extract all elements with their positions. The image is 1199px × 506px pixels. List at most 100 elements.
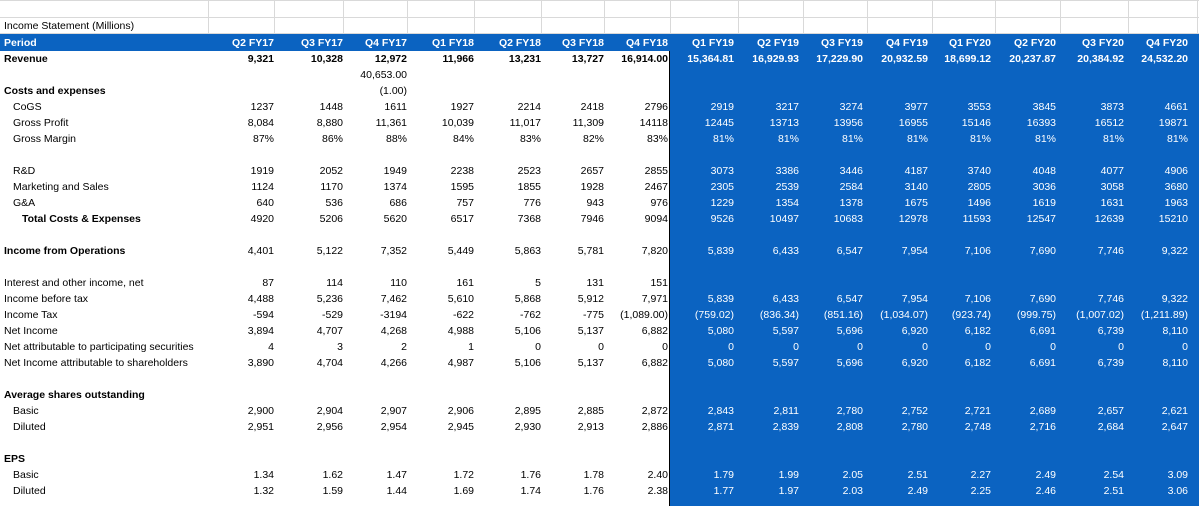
value-cell[interactable]: 81% bbox=[1034, 133, 1056, 145]
value-cell[interactable]: 10,039 bbox=[441, 117, 474, 129]
value-cell[interactable]: 4,707 bbox=[316, 325, 343, 337]
value-cell[interactable]: 9,321 bbox=[247, 53, 274, 65]
value-cell[interactable]: 1.44 bbox=[386, 485, 407, 497]
value-cell[interactable]: 4,266 bbox=[380, 357, 407, 369]
value-cell[interactable]: 2,886 bbox=[641, 421, 668, 433]
value-cell[interactable]: 2.25 bbox=[970, 485, 991, 497]
value-cell[interactable]: 2,895 bbox=[514, 405, 541, 417]
period-header[interactable]: Q2 FY20 bbox=[1013, 37, 1056, 49]
period-header[interactable]: Q1 FY19 bbox=[691, 37, 734, 49]
value-cell[interactable]: 2805 bbox=[967, 181, 991, 193]
value-cell[interactable]: 24,532.20 bbox=[1141, 53, 1188, 65]
value-cell[interactable]: 5,080 bbox=[707, 325, 734, 337]
value-cell[interactable]: 3446 bbox=[839, 165, 863, 177]
value-cell[interactable]: -594 bbox=[252, 309, 274, 321]
value-cell[interactable]: 40,653.00 bbox=[360, 69, 407, 81]
value-cell[interactable]: 2,647 bbox=[1161, 421, 1188, 433]
row-label[interactable]: Net Income attributable to shareholders bbox=[4, 357, 188, 369]
value-cell[interactable]: 15,364.81 bbox=[687, 53, 734, 65]
value-cell[interactable]: 1374 bbox=[383, 181, 407, 193]
period-header[interactable]: Q4 FY17 bbox=[364, 37, 407, 49]
value-cell[interactable]: 2238 bbox=[450, 165, 474, 177]
value-cell[interactable]: 11,361 bbox=[375, 117, 407, 129]
value-cell[interactable]: (1.00) bbox=[379, 85, 407, 97]
row-label[interactable]: Net Income bbox=[4, 325, 58, 337]
value-cell[interactable]: 2,721 bbox=[964, 405, 991, 417]
value-cell[interactable]: 3845 bbox=[1032, 101, 1056, 113]
value-cell[interactable]: 81% bbox=[712, 133, 734, 145]
value-cell[interactable]: 1949 bbox=[383, 165, 407, 177]
value-cell[interactable]: 13956 bbox=[833, 117, 863, 129]
value-cell[interactable]: 0 bbox=[857, 341, 863, 353]
value-cell[interactable]: 1.76 bbox=[583, 485, 604, 497]
row-label[interactable]: Net attributable to participating securi… bbox=[4, 341, 194, 353]
value-cell[interactable]: 6,691 bbox=[1029, 325, 1056, 337]
value-cell[interactable]: 7,690 bbox=[1029, 245, 1056, 257]
value-cell[interactable]: 2,657 bbox=[1097, 405, 1124, 417]
value-cell[interactable]: 7368 bbox=[517, 213, 541, 225]
value-cell[interactable]: 1.62 bbox=[322, 469, 343, 481]
row-label[interactable]: G&A bbox=[13, 197, 36, 209]
row-label[interactable]: Income before tax bbox=[4, 293, 89, 305]
value-cell[interactable]: 2523 bbox=[517, 165, 541, 177]
value-cell[interactable]: 2,900 bbox=[247, 405, 274, 417]
value-cell[interactable]: 1.72 bbox=[453, 469, 474, 481]
value-cell[interactable]: 5,080 bbox=[707, 357, 734, 369]
value-cell[interactable]: 3873 bbox=[1100, 101, 1124, 113]
value-cell[interactable]: 2052 bbox=[319, 165, 343, 177]
value-cell[interactable]: 19871 bbox=[1158, 117, 1188, 129]
value-cell[interactable]: (851.16) bbox=[823, 309, 863, 321]
value-cell[interactable]: 7,106 bbox=[964, 293, 991, 305]
value-cell[interactable]: 2.46 bbox=[1035, 485, 1056, 497]
row-label[interactable]: Total Costs & Expenses bbox=[22, 213, 141, 225]
value-cell[interactable]: 2,780 bbox=[836, 405, 863, 417]
value-cell[interactable]: 6,433 bbox=[772, 245, 799, 257]
value-cell[interactable]: 7,954 bbox=[901, 245, 928, 257]
value-cell[interactable]: 12,972 bbox=[374, 53, 407, 65]
value-cell[interactable]: 2467 bbox=[644, 181, 668, 193]
value-cell[interactable]: 6,182 bbox=[964, 357, 991, 369]
value-cell[interactable]: 114 bbox=[326, 277, 343, 289]
value-cell[interactable]: 2,930 bbox=[514, 421, 541, 433]
value-cell[interactable]: 8,110 bbox=[1162, 325, 1189, 337]
row-label[interactable]: Income from Operations bbox=[4, 245, 126, 257]
value-cell[interactable]: 2418 bbox=[580, 101, 604, 113]
period-header[interactable]: Q1 FY20 bbox=[948, 37, 991, 49]
value-cell[interactable]: 81% bbox=[777, 133, 799, 145]
value-cell[interactable]: 2,954 bbox=[380, 421, 407, 433]
value-cell[interactable]: 2,906 bbox=[447, 405, 474, 417]
value-cell[interactable]: 2.38 bbox=[647, 485, 668, 497]
value-cell[interactable]: 0 bbox=[985, 341, 991, 353]
value-cell[interactable]: 1919 bbox=[250, 165, 274, 177]
value-cell[interactable]: 757 bbox=[456, 197, 474, 209]
value-cell[interactable]: 2796 bbox=[644, 101, 668, 113]
row-label[interactable]: R&D bbox=[13, 165, 36, 177]
value-cell[interactable]: 1.69 bbox=[453, 485, 474, 497]
value-cell[interactable]: 1.59 bbox=[322, 485, 343, 497]
value-cell[interactable]: 12639 bbox=[1094, 213, 1124, 225]
value-cell[interactable]: 81% bbox=[841, 133, 863, 145]
row-label[interactable]: Diluted bbox=[13, 421, 46, 433]
value-cell[interactable]: 3.06 bbox=[1167, 485, 1188, 497]
value-cell[interactable]: 943 bbox=[586, 197, 604, 209]
value-cell[interactable]: 2584 bbox=[839, 181, 863, 193]
period-header[interactable]: Q2 FY18 bbox=[498, 37, 541, 49]
value-cell[interactable]: 1496 bbox=[967, 197, 991, 209]
row-label[interactable]: Basic bbox=[13, 405, 39, 417]
value-cell[interactable]: 2,808 bbox=[836, 421, 863, 433]
value-cell[interactable]: 6,882 bbox=[641, 357, 668, 369]
value-cell[interactable]: 7,954 bbox=[901, 293, 928, 305]
value-cell[interactable]: 20,932.59 bbox=[881, 53, 928, 65]
value-cell[interactable]: (923.74) bbox=[951, 309, 991, 321]
value-cell[interactable]: 1675 bbox=[904, 197, 928, 209]
value-cell[interactable]: 2,872 bbox=[641, 405, 668, 417]
value-cell[interactable]: 4,401 bbox=[247, 245, 274, 257]
value-cell[interactable]: 4,704 bbox=[316, 357, 343, 369]
value-cell[interactable]: 1237 bbox=[250, 101, 274, 113]
value-cell[interactable]: 16955 bbox=[898, 117, 928, 129]
value-cell[interactable]: (999.75) bbox=[1016, 309, 1056, 321]
value-cell[interactable]: 1927 bbox=[450, 101, 474, 113]
period-header[interactable]: Q2 FY17 bbox=[231, 37, 274, 49]
value-cell[interactable]: 0 bbox=[1118, 341, 1124, 353]
value-cell[interactable]: 1.97 bbox=[778, 485, 799, 497]
